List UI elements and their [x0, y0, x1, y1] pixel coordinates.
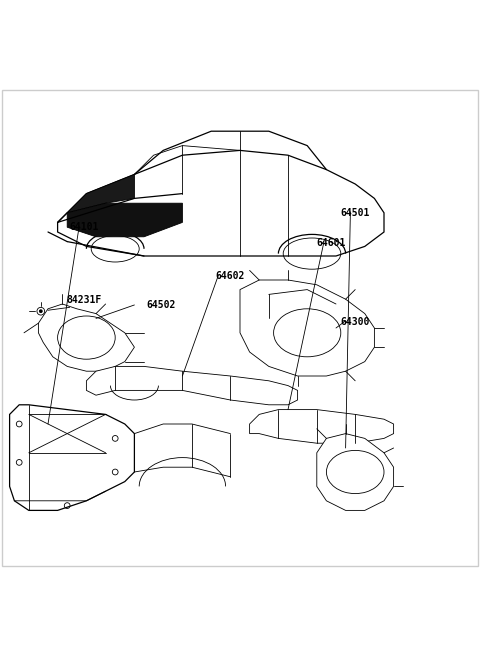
Text: 84231F: 84231F	[66, 295, 102, 305]
Polygon shape	[58, 150, 384, 256]
Polygon shape	[58, 174, 134, 222]
Text: 64602: 64602	[216, 271, 245, 281]
Circle shape	[39, 310, 42, 313]
Text: 64300: 64300	[340, 318, 370, 327]
Text: 64101: 64101	[69, 222, 99, 232]
Polygon shape	[38, 304, 134, 371]
Polygon shape	[317, 434, 394, 510]
Text: 64502: 64502	[146, 300, 176, 310]
Polygon shape	[67, 203, 182, 237]
Polygon shape	[10, 405, 134, 510]
Text: 64501: 64501	[340, 208, 370, 218]
Polygon shape	[86, 367, 298, 405]
Text: 64601: 64601	[316, 237, 346, 247]
Polygon shape	[240, 280, 374, 376]
Polygon shape	[250, 409, 394, 443]
